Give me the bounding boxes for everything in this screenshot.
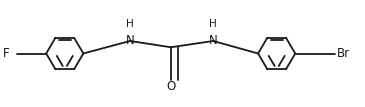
Text: H: H (126, 19, 134, 29)
Text: N: N (209, 34, 218, 48)
Text: F: F (3, 47, 9, 60)
Text: N: N (126, 34, 134, 48)
Text: H: H (210, 19, 217, 29)
Text: O: O (166, 80, 176, 93)
Text: Br: Br (337, 47, 350, 60)
